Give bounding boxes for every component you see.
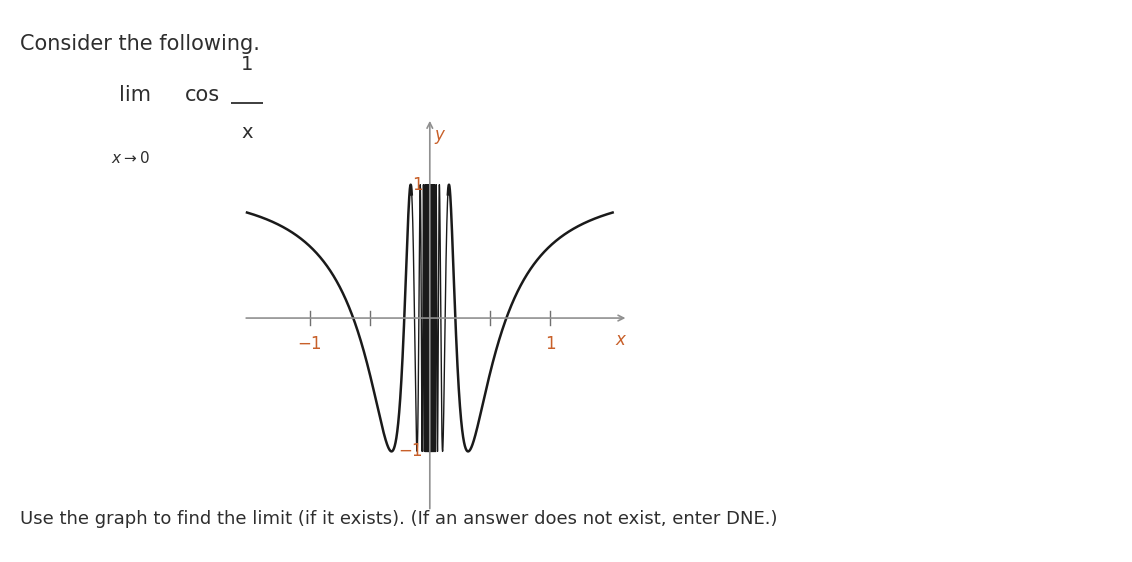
Text: 1: 1 — [544, 336, 556, 353]
Text: −1: −1 — [398, 442, 422, 460]
Text: y: y — [435, 126, 445, 144]
Text: x: x — [241, 123, 252, 142]
Text: lim: lim — [119, 85, 151, 105]
Text: Consider the following.: Consider the following. — [20, 34, 260, 54]
Text: x: x — [616, 332, 625, 350]
Text: −1: −1 — [298, 336, 321, 353]
Text: Use the graph to find the limit (if it exists). (If an answer does not exist, en: Use the graph to find the limit (if it e… — [20, 510, 778, 528]
Text: 1: 1 — [241, 55, 252, 74]
Text: 1: 1 — [412, 176, 422, 194]
Text: $x \to 0$: $x \to 0$ — [111, 150, 149, 166]
Text: cos: cos — [185, 85, 220, 105]
